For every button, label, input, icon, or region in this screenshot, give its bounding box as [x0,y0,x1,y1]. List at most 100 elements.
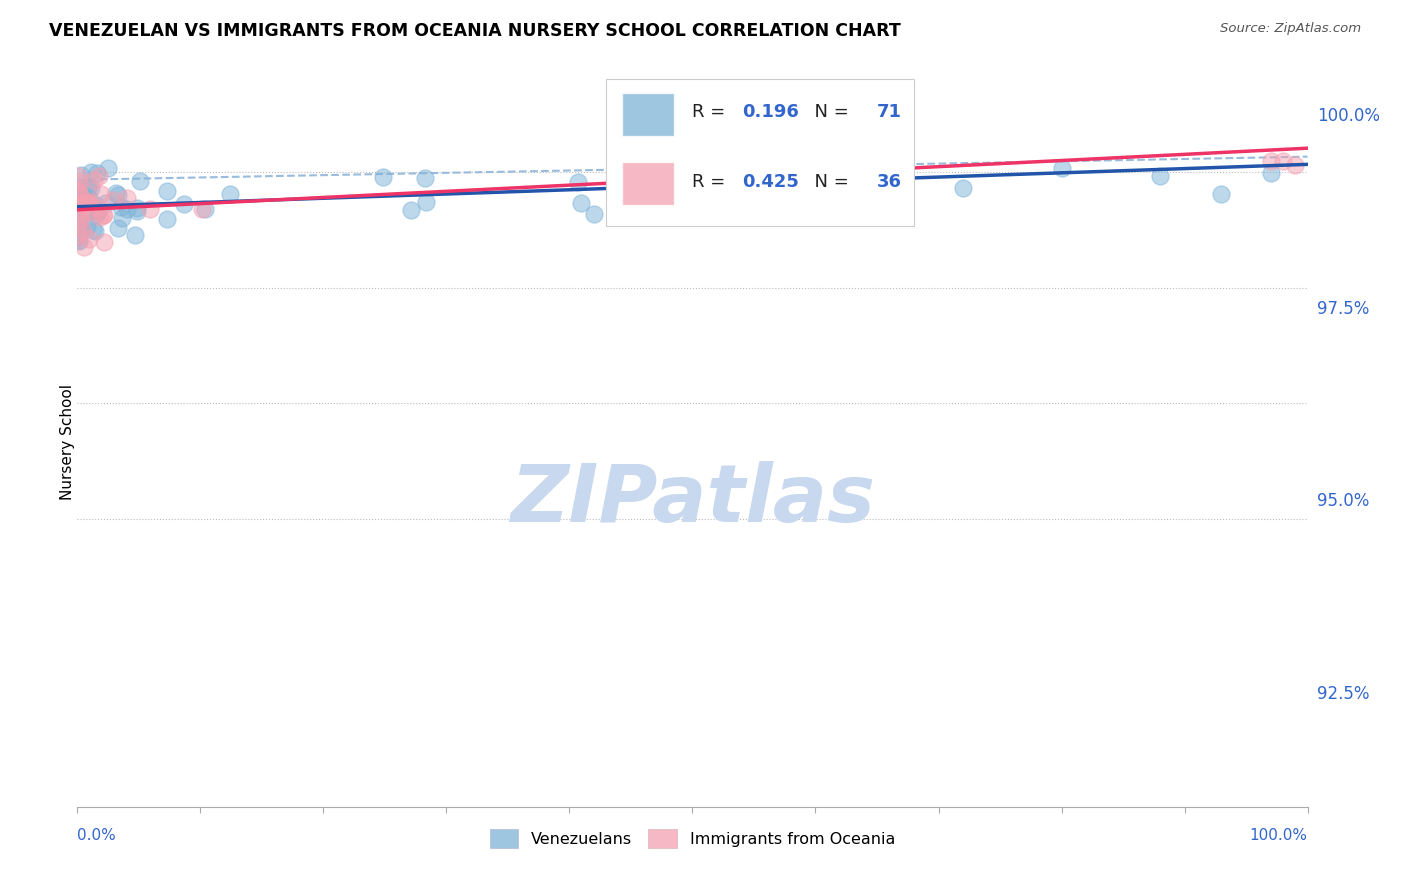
Point [69,196,91,211]
Point [66,202,89,216]
Point [66,210,89,224]
FancyBboxPatch shape [623,93,673,136]
Text: N =: N = [803,103,855,121]
Text: R =: R = [693,103,731,121]
Point [67,218,90,232]
Text: 0.0%: 0.0% [77,828,117,843]
Point [77,196,100,211]
Point [127,203,149,218]
Text: ZIPatlas: ZIPatlas [510,461,875,539]
Point [156,184,179,198]
Point [86,166,108,180]
Point [83,173,105,187]
Text: 71: 71 [877,103,903,121]
Point [67,184,90,198]
Point [66,190,89,204]
Point [569,195,592,210]
Point [75,196,97,211]
Point [69,208,91,222]
Point [155,211,177,226]
Point [73,206,96,220]
Point [70,194,93,208]
Point [66,184,89,198]
Point [706,178,728,192]
Point [89,210,111,224]
Point [780,167,803,181]
Point [67,175,90,189]
Point [1284,158,1306,172]
Point [72,194,94,209]
Point [104,186,127,200]
Point [1211,186,1233,201]
Point [67,187,90,202]
Point [86,204,108,219]
Point [70,189,93,203]
Point [66,227,89,242]
Point [72,224,94,238]
Point [139,202,162,217]
Point [84,198,107,212]
Point [87,204,110,219]
Point [115,191,138,205]
Text: 0.196: 0.196 [742,103,799,121]
Point [86,207,108,221]
Point [69,198,91,212]
Point [77,200,100,214]
Point [111,211,134,226]
Point [77,179,100,194]
Point [97,161,120,176]
Point [952,180,974,194]
Point [70,168,93,182]
Point [371,170,394,185]
Point [96,195,118,210]
Point [76,195,98,210]
Point [79,195,101,210]
Point [73,239,96,253]
FancyBboxPatch shape [606,79,914,226]
Point [190,202,212,216]
Point [1272,153,1295,168]
Point [129,174,152,188]
Point [1260,167,1282,181]
Point [583,207,606,221]
Point [682,207,704,221]
Point [66,192,89,206]
Point [84,224,107,238]
Point [67,216,90,230]
Point [67,169,90,184]
Point [70,211,93,225]
Point [70,195,93,210]
Point [415,195,437,210]
Point [194,202,217,217]
Point [77,232,100,246]
Point [93,208,115,222]
Point [567,175,589,189]
Point [1260,153,1282,168]
Y-axis label: Nursery School: Nursery School [59,384,75,500]
Point [107,187,129,202]
Point [218,186,240,201]
Point [69,207,91,221]
Point [93,235,115,250]
Point [69,223,91,237]
Point [173,197,195,211]
Point [67,234,90,248]
Point [1149,169,1171,183]
Point [66,193,89,207]
FancyBboxPatch shape [623,162,673,205]
Text: N =: N = [803,173,855,191]
Point [866,161,889,176]
Text: VENEZUELAN VS IMMIGRANTS FROM OCEANIA NURSERY SCHOOL CORRELATION CHART: VENEZUELAN VS IMMIGRANTS FROM OCEANIA NU… [49,22,901,40]
Point [110,200,132,214]
Point [91,208,114,222]
Point [80,181,103,195]
Point [76,219,98,234]
Legend: Venezuelans, Immigrants from Oceania: Venezuelans, Immigrants from Oceania [484,823,901,855]
Point [77,191,100,205]
Point [76,206,98,220]
Text: 36: 36 [877,173,903,191]
Text: 0.425: 0.425 [742,173,799,191]
Text: R =: R = [693,173,731,191]
Point [115,202,138,217]
Point [86,201,108,215]
